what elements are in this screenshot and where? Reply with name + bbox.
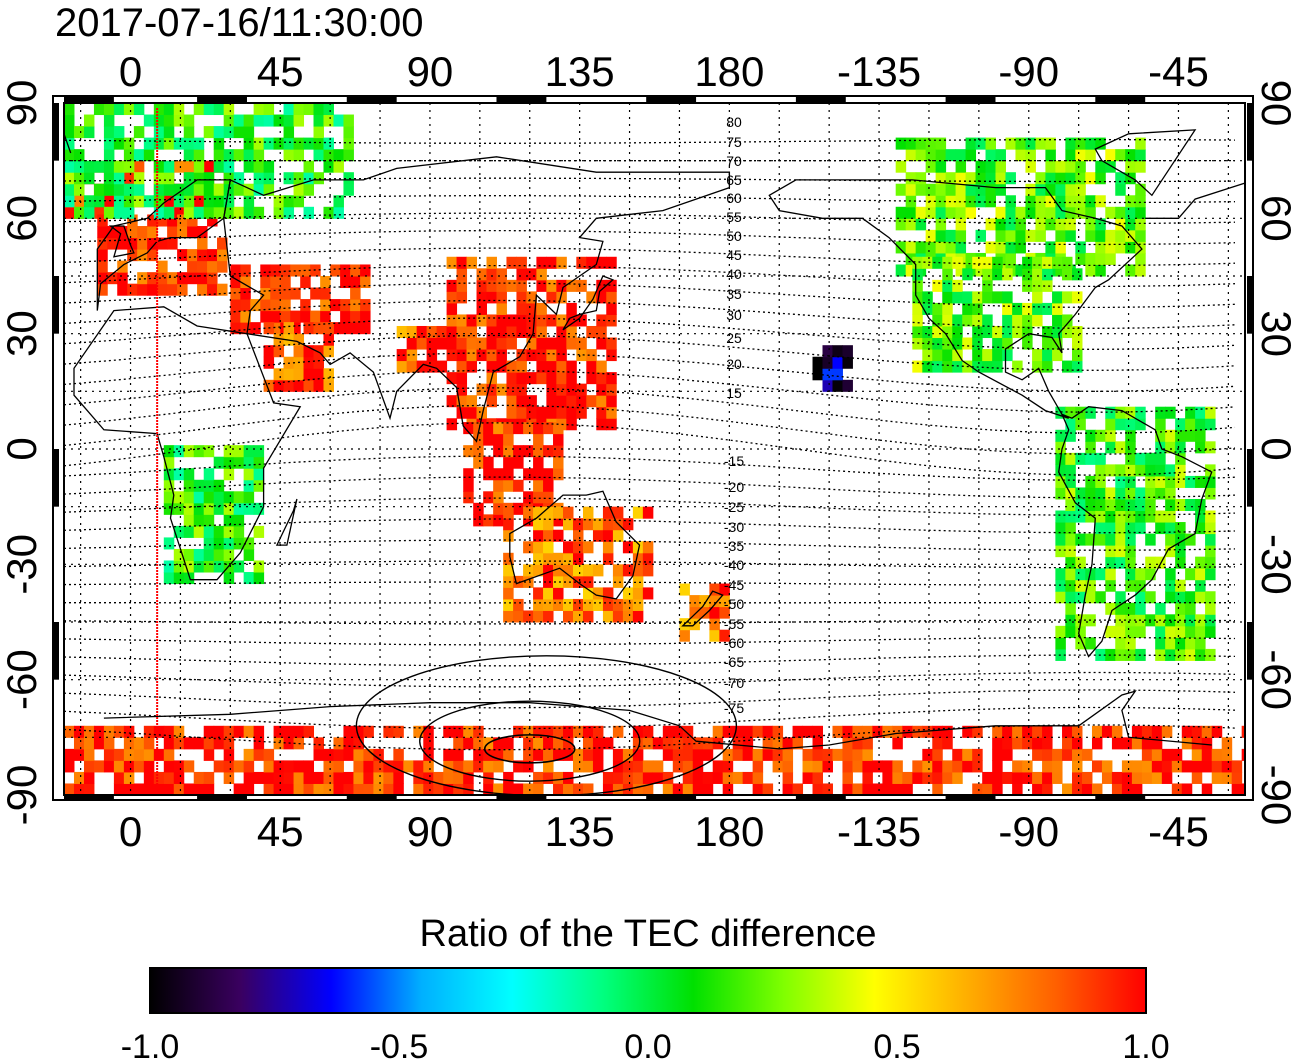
bottom-longitude-label: 135: [545, 808, 615, 855]
bottom-longitude-label: 45: [257, 808, 304, 855]
top-longitude-label: 135: [545, 48, 615, 95]
magnetic-latitude-label: 70: [726, 153, 742, 169]
coastline-segment: [768, 179, 1143, 419]
magnetic-latitude-label: 25: [726, 330, 742, 346]
colorbar-tick-label: -0.5: [370, 1028, 429, 1064]
coastline-segment: [64, 129, 1245, 219]
region-arctic-europe: [64, 103, 354, 219]
right-latitude-label: -30: [1253, 534, 1296, 595]
coastline-segment: [108, 225, 135, 258]
right-latitude-label: -60: [1253, 649, 1296, 710]
coastline-segment: [275, 498, 298, 546]
right-latitude-labels: 90 60 30 0 -30 -60 -90: [1253, 80, 1296, 826]
colorbar-tick-label: 0.5: [873, 1028, 920, 1064]
map-plot-area: 80 75 70 65 60 55 50 45 40 35 30 25 20 15 -15 -20 -25 -30…: [52, 95, 1254, 801]
magnetic-latitude-label: -60: [724, 635, 744, 651]
top-longitude-label: -135: [837, 48, 921, 95]
magnetic-latitude-label: -40: [724, 557, 744, 573]
bottom-longitude-labels: 0 45 90 135 180 -135 -90 -45: [119, 808, 1209, 855]
magnetic-latitude-label: 80: [726, 114, 742, 130]
magnetic-latitude-label: 35: [726, 286, 742, 302]
left-latitude-label: 90: [0, 80, 45, 127]
magnetic-latitude-label: 75: [726, 134, 742, 150]
left-latitude-labels: 90 60 30 0 -30 -60 -90: [0, 80, 45, 826]
right-latitude-label: 0: [1253, 437, 1296, 460]
magnetic-latitude-contours: [64, 138, 1236, 795]
magnetic-latitude-label: 30: [726, 307, 742, 323]
coastline-segment: [681, 590, 724, 627]
left-latitude-label: -90: [0, 765, 45, 826]
magnetic-latitude-labels: 80 75 70 65 60 55 50 45 40 35 30 25 20 15 -15 -20 -25 -30…: [724, 114, 744, 716]
right-latitude-label: 30: [1253, 310, 1296, 357]
left-latitude-label: 60: [0, 195, 45, 242]
left-latitude-label: 30: [0, 310, 45, 357]
colorbar-tick-label: -1.0: [121, 1028, 180, 1064]
top-longitude-label: 0: [119, 48, 142, 95]
magnetic-latitude-label: 60: [726, 190, 742, 206]
magnetic-latitude-label: -35: [724, 538, 744, 554]
magnetic-latitude-label: 55: [726, 209, 742, 225]
coastline-segment: [1058, 406, 1213, 658]
colorbar: [149, 967, 1147, 1014]
bottom-longitude-label: -135: [837, 808, 921, 855]
magnetic-latitude-label: 20: [726, 356, 742, 372]
left-latitude-label: 0: [0, 437, 45, 460]
top-longitude-label: 180: [694, 48, 764, 95]
region-australia: [503, 506, 730, 642]
top-longitude-label: 45: [257, 48, 304, 95]
magnetic-latitude-label: -50: [724, 596, 744, 612]
left-latitude-label: -60: [0, 649, 45, 710]
coastline-segment: [509, 490, 641, 600]
magnetic-latitude-label: -15: [724, 453, 744, 469]
magnetic-latitude-label: -70: [724, 675, 744, 691]
magnetic-latitude-label: -45: [724, 577, 744, 593]
bottom-longitude-label: -45: [1148, 808, 1209, 855]
colorbar-tick-label: 1.0: [1122, 1028, 1169, 1064]
bottom-longitude-label: 0: [119, 808, 142, 855]
region-north-america: [895, 137, 1146, 373]
bottom-longitude-label: 180: [694, 808, 764, 855]
timestamp-title: 2017-07-16/11:30:00: [55, 1, 423, 45]
magnetic-latitude-label: 40: [726, 266, 742, 282]
magnetic-latitude-label: -55: [724, 616, 744, 632]
bottom-longitude-label: -90: [998, 808, 1059, 855]
magnetic-latitude-label: 50: [726, 228, 742, 244]
magnetic-latitude-label: 45: [726, 247, 742, 263]
bottom-longitude-label: 90: [407, 808, 454, 855]
magnetic-latitude-label: -65: [724, 654, 744, 670]
coastline-segment: [223, 156, 731, 443]
colorbar-title: Ratio of the TEC difference: [420, 913, 877, 955]
colorbar-tick-label: 0.0: [624, 1028, 671, 1064]
magnetic-latitude-label: -75: [724, 700, 744, 716]
coastlines: [64, 129, 1245, 749]
magnetic-latitude-label: -25: [724, 499, 744, 515]
magnetic-latitude-label: 15: [726, 385, 742, 401]
region-southern-africa: [163, 445, 265, 585]
top-longitude-label: 90: [407, 48, 454, 95]
right-latitude-label: -90: [1253, 765, 1296, 826]
left-latitude-label: -30: [0, 534, 45, 595]
right-latitude-label: 90: [1253, 80, 1296, 127]
top-longitude-label: -45: [1148, 48, 1209, 95]
region-east-asia: [446, 256, 617, 527]
right-latitude-label: 60: [1253, 195, 1296, 242]
magnetic-latitude-label: 65: [726, 172, 742, 188]
top-longitude-labels: 0 45 90 135 180 -135 -90 -45: [119, 48, 1209, 95]
region-antarctica: [64, 725, 1245, 795]
magnetic-latitude-label: -30: [724, 519, 744, 535]
top-longitude-label: -90: [998, 48, 1059, 95]
coastline-segment: [562, 275, 615, 331]
frame-tick-bars: [53, 96, 1253, 801]
colorbar-tick-labels: -1.0 -0.5 0.0 0.5 1.0: [121, 1028, 1170, 1064]
magnetic-latitude-label: -20: [724, 479, 744, 495]
